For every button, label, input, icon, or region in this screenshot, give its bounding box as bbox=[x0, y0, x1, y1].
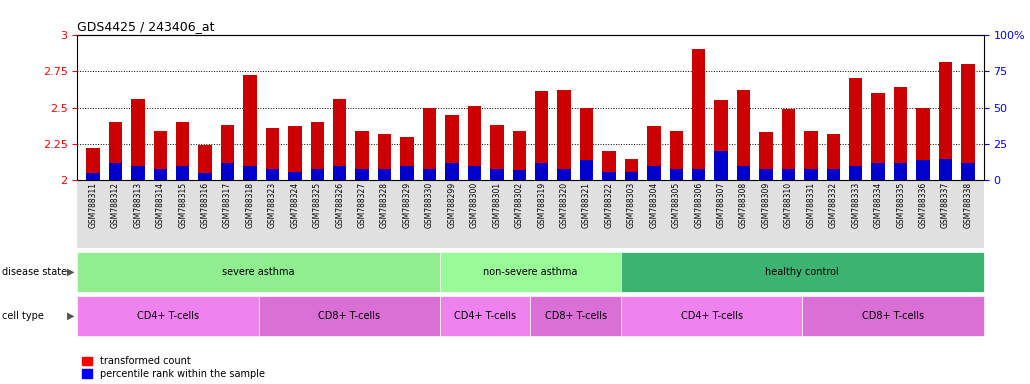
Bar bbox=[153, 169, 167, 180]
Bar bbox=[871, 93, 885, 180]
Bar bbox=[153, 131, 167, 180]
Bar bbox=[355, 131, 369, 180]
Bar bbox=[445, 163, 458, 180]
Bar bbox=[243, 75, 256, 180]
Bar bbox=[736, 166, 750, 180]
Text: non-severe asthma: non-severe asthma bbox=[483, 266, 578, 277]
Bar bbox=[715, 151, 728, 180]
Bar bbox=[378, 134, 391, 180]
Bar bbox=[692, 49, 706, 180]
Bar bbox=[87, 148, 100, 180]
Bar bbox=[333, 99, 346, 180]
Bar bbox=[557, 169, 571, 180]
Bar bbox=[513, 170, 526, 180]
Bar bbox=[849, 166, 862, 180]
Bar bbox=[759, 169, 772, 180]
Bar bbox=[782, 169, 795, 180]
Bar bbox=[468, 106, 481, 180]
Bar bbox=[131, 99, 144, 180]
Text: ▶: ▶ bbox=[67, 311, 74, 321]
Bar bbox=[804, 131, 818, 180]
Bar bbox=[490, 169, 504, 180]
Bar bbox=[894, 163, 907, 180]
Bar bbox=[647, 166, 660, 180]
Bar bbox=[759, 132, 772, 180]
Bar bbox=[266, 128, 279, 180]
Bar bbox=[938, 62, 953, 180]
Bar bbox=[603, 151, 616, 180]
Bar bbox=[422, 108, 437, 180]
Bar bbox=[445, 115, 458, 180]
Text: GDS4425 / 243406_at: GDS4425 / 243406_at bbox=[77, 20, 214, 33]
Bar bbox=[917, 108, 930, 180]
Text: CD8+ T-cells: CD8+ T-cells bbox=[545, 311, 607, 321]
Bar bbox=[176, 166, 190, 180]
Bar bbox=[624, 159, 639, 180]
Bar bbox=[422, 169, 437, 180]
Bar bbox=[401, 137, 414, 180]
Bar bbox=[243, 166, 256, 180]
Bar bbox=[647, 126, 660, 180]
Bar bbox=[827, 134, 840, 180]
Bar bbox=[176, 122, 190, 180]
Bar bbox=[849, 78, 862, 180]
Bar bbox=[401, 166, 414, 180]
Bar bbox=[782, 109, 795, 180]
Bar bbox=[804, 169, 818, 180]
Bar bbox=[715, 100, 728, 180]
Bar bbox=[266, 169, 279, 180]
Text: disease state: disease state bbox=[2, 266, 67, 277]
Bar bbox=[917, 160, 930, 180]
Bar bbox=[311, 122, 324, 180]
Bar bbox=[603, 172, 616, 180]
Text: CD4+ T-cells: CD4+ T-cells bbox=[681, 311, 743, 321]
Bar bbox=[199, 173, 212, 180]
Bar bbox=[961, 163, 974, 180]
Bar bbox=[894, 87, 907, 180]
Bar bbox=[736, 90, 750, 180]
Bar bbox=[535, 91, 548, 180]
Text: CD4+ T-cells: CD4+ T-cells bbox=[137, 311, 199, 321]
Text: CD8+ T-cells: CD8+ T-cells bbox=[318, 311, 380, 321]
Bar bbox=[288, 172, 302, 180]
Bar bbox=[220, 163, 234, 180]
Bar bbox=[378, 169, 391, 180]
Bar bbox=[108, 122, 123, 180]
Bar bbox=[692, 169, 706, 180]
Legend: transformed count, percentile rank within the sample: transformed count, percentile rank withi… bbox=[82, 356, 265, 379]
Bar bbox=[557, 90, 571, 180]
Bar bbox=[670, 169, 683, 180]
Bar bbox=[624, 172, 639, 180]
Bar bbox=[871, 163, 885, 180]
Bar bbox=[131, 166, 144, 180]
Bar bbox=[199, 146, 212, 180]
Bar bbox=[355, 169, 369, 180]
Text: CD8+ T-cells: CD8+ T-cells bbox=[862, 311, 924, 321]
Bar bbox=[938, 159, 953, 180]
Bar bbox=[333, 166, 346, 180]
Bar bbox=[535, 163, 548, 180]
Text: cell type: cell type bbox=[2, 311, 44, 321]
Text: CD4+ T-cells: CD4+ T-cells bbox=[454, 311, 516, 321]
Text: severe asthma: severe asthma bbox=[222, 266, 295, 277]
Bar bbox=[961, 64, 974, 180]
Bar bbox=[87, 173, 100, 180]
Bar bbox=[827, 169, 840, 180]
Text: healthy control: healthy control bbox=[765, 266, 839, 277]
Bar bbox=[468, 166, 481, 180]
Text: ▶: ▶ bbox=[67, 266, 74, 277]
Bar bbox=[288, 126, 302, 180]
Bar bbox=[311, 169, 324, 180]
Bar bbox=[580, 108, 593, 180]
Bar bbox=[580, 160, 593, 180]
Bar bbox=[108, 163, 123, 180]
Bar bbox=[513, 131, 526, 180]
Bar bbox=[220, 125, 234, 180]
Bar bbox=[670, 131, 683, 180]
Bar bbox=[490, 125, 504, 180]
